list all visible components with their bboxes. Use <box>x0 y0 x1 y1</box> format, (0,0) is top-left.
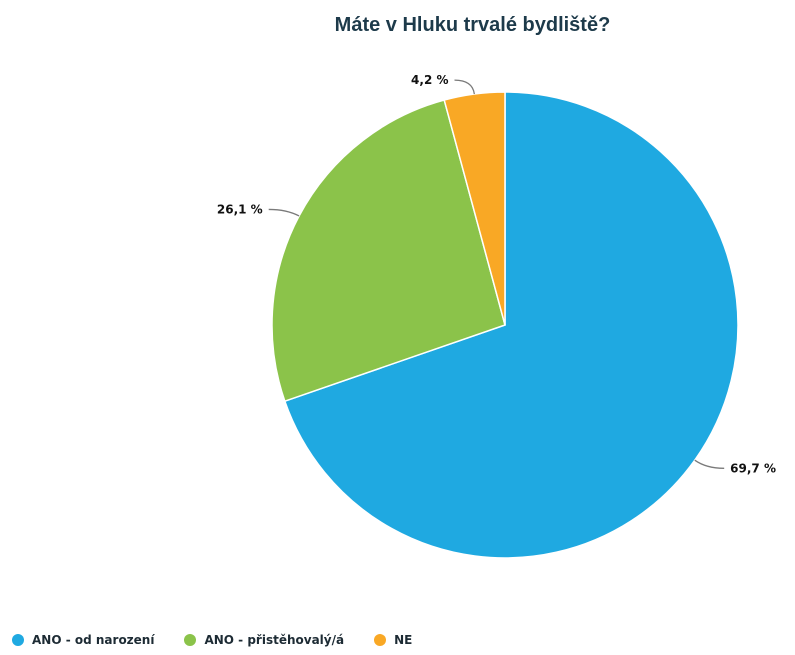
pie-chart: 69,7 % 26,1 % 4,2 % <box>217 73 776 559</box>
legend-swatch-ano-pristehovaly <box>184 634 197 646</box>
leader-line-2 <box>454 79 475 95</box>
chart-title: Máte v Hluku trvalé bydliště? <box>334 14 611 36</box>
pie-slice-0[interactable] <box>283 91 739 559</box>
label-leaders <box>268 79 725 469</box>
pie-slice-2[interactable] <box>443 91 506 326</box>
pie-slices <box>271 91 739 559</box>
legend-item-ano-od-narozeni[interactable]: ANO - od narození <box>12 633 154 647</box>
leader-line-0 <box>694 459 725 469</box>
slice-labels: 69,7 % 26,1 % 4,2 % <box>217 73 776 475</box>
legend-item-ano-pristehovaly[interactable]: ANO - přistěhovalý/á <box>184 633 344 647</box>
slice-label-2: 4,2 % <box>411 73 448 87</box>
legend-label: ANO - od narození <box>32 633 155 647</box>
slice-label-1: 26,1 % <box>217 202 263 216</box>
legend-swatch-ano-od-narozeni <box>12 634 24 646</box>
slice-label-0: 69,7 % <box>730 461 776 475</box>
legend-swatch-ne <box>374 634 387 646</box>
legend-item-ne[interactable]: NE <box>374 633 412 647</box>
legend: ANO - od narození ANO - přistěhovalý/á N… <box>12 633 442 647</box>
pie-slice-1[interactable] <box>271 99 506 403</box>
legend-label: NE <box>394 633 413 647</box>
leader-line-1 <box>268 208 300 217</box>
legend-label: ANO - přistěhovalý/á <box>204 633 345 647</box>
